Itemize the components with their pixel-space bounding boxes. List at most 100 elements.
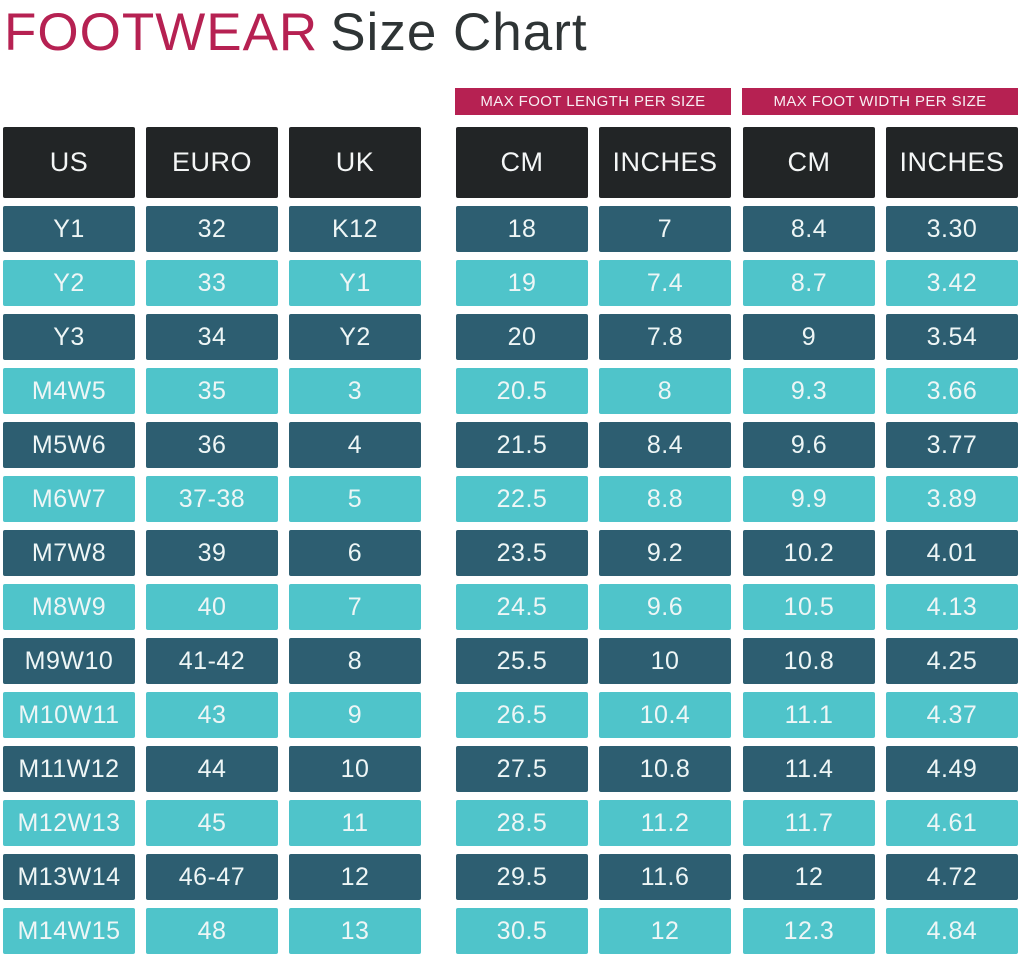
table-cell: 10.2 xyxy=(743,530,875,576)
table-cell: 9.3 xyxy=(743,368,875,414)
table-row: M11W12 44 10 27.5 10.8 11.4 4.49 xyxy=(0,746,1024,792)
table-cell: 41-42 xyxy=(146,638,278,684)
table-row: M10W11 43 9 26.5 10.4 11.1 4.37 xyxy=(0,692,1024,738)
header-cell-euro: EURO xyxy=(146,127,278,198)
table-cell: 46-47 xyxy=(146,854,278,900)
table-cell: 10.4 xyxy=(599,692,731,738)
table-cell: 4.61 xyxy=(886,800,1018,846)
table-cell: 4 xyxy=(289,422,421,468)
header-cell-inches-length: INCHES xyxy=(599,127,731,198)
table-cell: 3.89 xyxy=(886,476,1018,522)
table-cell: 4.37 xyxy=(886,692,1018,738)
table-cell: 20.5 xyxy=(456,368,588,414)
table-cell: Y1 xyxy=(289,260,421,306)
table-cell: M11W12 xyxy=(3,746,135,792)
table-cell: Y2 xyxy=(289,314,421,360)
table-cell: 4.49 xyxy=(886,746,1018,792)
table-cell: 11.6 xyxy=(599,854,731,900)
table-cell: M9W10 xyxy=(3,638,135,684)
table-cell: 35 xyxy=(146,368,278,414)
table-cell: 4.84 xyxy=(886,908,1018,954)
table-cell: 43 xyxy=(146,692,278,738)
table-row: M4W5 35 3 20.5 8 9.3 3.66 xyxy=(0,368,1024,414)
table-cell: 11 xyxy=(289,800,421,846)
table-row: Y2 33 Y1 19 7.4 8.7 3.42 xyxy=(0,260,1024,306)
table-cell: 10 xyxy=(599,638,731,684)
table-cell: 30.5 xyxy=(456,908,588,954)
table-cell: 3.42 xyxy=(886,260,1018,306)
page-title-rest: Size Chart xyxy=(330,3,588,62)
table-cell: 11.7 xyxy=(743,800,875,846)
table-cell: 28.5 xyxy=(456,800,588,846)
table-row: M7W8 39 6 23.5 9.2 10.2 4.01 xyxy=(0,530,1024,576)
table-cell: 3.30 xyxy=(886,206,1018,252)
table-cell: 3 xyxy=(289,368,421,414)
table-cell: 26.5 xyxy=(456,692,588,738)
table-row: M6W7 37-38 5 22.5 8.8 9.9 3.89 xyxy=(0,476,1024,522)
table-cell: 9.6 xyxy=(599,584,731,630)
table-cell: Y1 xyxy=(3,206,135,252)
table-cell: M14W15 xyxy=(3,908,135,954)
table-cell: M4W5 xyxy=(3,368,135,414)
header-cell-cm-length: CM xyxy=(456,127,588,198)
table-cell: 12 xyxy=(599,908,731,954)
page-title-brand: FOOTWEAR xyxy=(4,3,319,62)
header-cell-cm-width: CM xyxy=(743,127,875,198)
table-cell: M12W13 xyxy=(3,800,135,846)
table-row: Y3 34 Y2 20 7.8 9 3.54 xyxy=(0,314,1024,360)
table-cell: 4.01 xyxy=(886,530,1018,576)
table-cell: Y3 xyxy=(3,314,135,360)
table-cell: 37-38 xyxy=(146,476,278,522)
table-cell: 8.4 xyxy=(743,206,875,252)
table-cell: 18 xyxy=(456,206,588,252)
table-cell: 5 xyxy=(289,476,421,522)
table-cell: 9 xyxy=(289,692,421,738)
table-body: Y1 32 K12 18 7 8.4 3.30 Y2 33 Y1 19 7.4 8.7 3.42 Y3 34 Y… xyxy=(0,206,1024,954)
table-cell: 45 xyxy=(146,800,278,846)
banner-max-foot-length: MAX FOOT LENGTH PER SIZE xyxy=(455,88,731,115)
table-cell: 32 xyxy=(146,206,278,252)
table-cell: 10.8 xyxy=(599,746,731,792)
table-cell: 9 xyxy=(743,314,875,360)
table-row: M14W15 48 13 30.5 12 12.3 4.84 xyxy=(0,908,1024,954)
table-cell: M8W9 xyxy=(3,584,135,630)
table-cell: 19 xyxy=(456,260,588,306)
table-cell: 9.2 xyxy=(599,530,731,576)
table-header-row: US EURO UK CM INCHES CM INCHES xyxy=(0,127,1024,198)
table-cell: 11.1 xyxy=(743,692,875,738)
banner-max-foot-width: MAX FOOT WIDTH PER SIZE xyxy=(742,88,1018,115)
table-cell: 20 xyxy=(456,314,588,360)
table-cell: 3.54 xyxy=(886,314,1018,360)
table-cell: 36 xyxy=(146,422,278,468)
table-cell: 40 xyxy=(146,584,278,630)
table-row: M9W10 41-42 8 25.5 10 10.8 4.25 xyxy=(0,638,1024,684)
table-cell: 4.25 xyxy=(886,638,1018,684)
table-cell: 25.5 xyxy=(456,638,588,684)
table-cell: 24.5 xyxy=(456,584,588,630)
table-cell: 9.9 xyxy=(743,476,875,522)
header-cell-us: US xyxy=(3,127,135,198)
table-cell: M13W14 xyxy=(3,854,135,900)
table-cell: 10.5 xyxy=(743,584,875,630)
table-cell: 7.8 xyxy=(599,314,731,360)
table-cell: M5W6 xyxy=(3,422,135,468)
table-cell: 22.5 xyxy=(456,476,588,522)
table-cell: 6 xyxy=(289,530,421,576)
table-row: M5W6 36 4 21.5 8.4 9.6 3.77 xyxy=(0,422,1024,468)
table-cell: 11.2 xyxy=(599,800,731,846)
table-cell: 7.4 xyxy=(599,260,731,306)
table-cell: 10.8 xyxy=(743,638,875,684)
table-cell: 12.3 xyxy=(743,908,875,954)
table-cell: 3.77 xyxy=(886,422,1018,468)
table-cell: 7 xyxy=(289,584,421,630)
table-cell: M6W7 xyxy=(3,476,135,522)
table-cell: 11.4 xyxy=(743,746,875,792)
table-cell: K12 xyxy=(289,206,421,252)
table-cell: 13 xyxy=(289,908,421,954)
table-cell: 29.5 xyxy=(456,854,588,900)
table-cell: 33 xyxy=(146,260,278,306)
table-cell: 9.6 xyxy=(743,422,875,468)
table-row: M13W14 46-47 12 29.5 11.6 12 4.72 xyxy=(0,854,1024,900)
table-cell: 23.5 xyxy=(456,530,588,576)
header-cell-uk: UK xyxy=(289,127,421,198)
